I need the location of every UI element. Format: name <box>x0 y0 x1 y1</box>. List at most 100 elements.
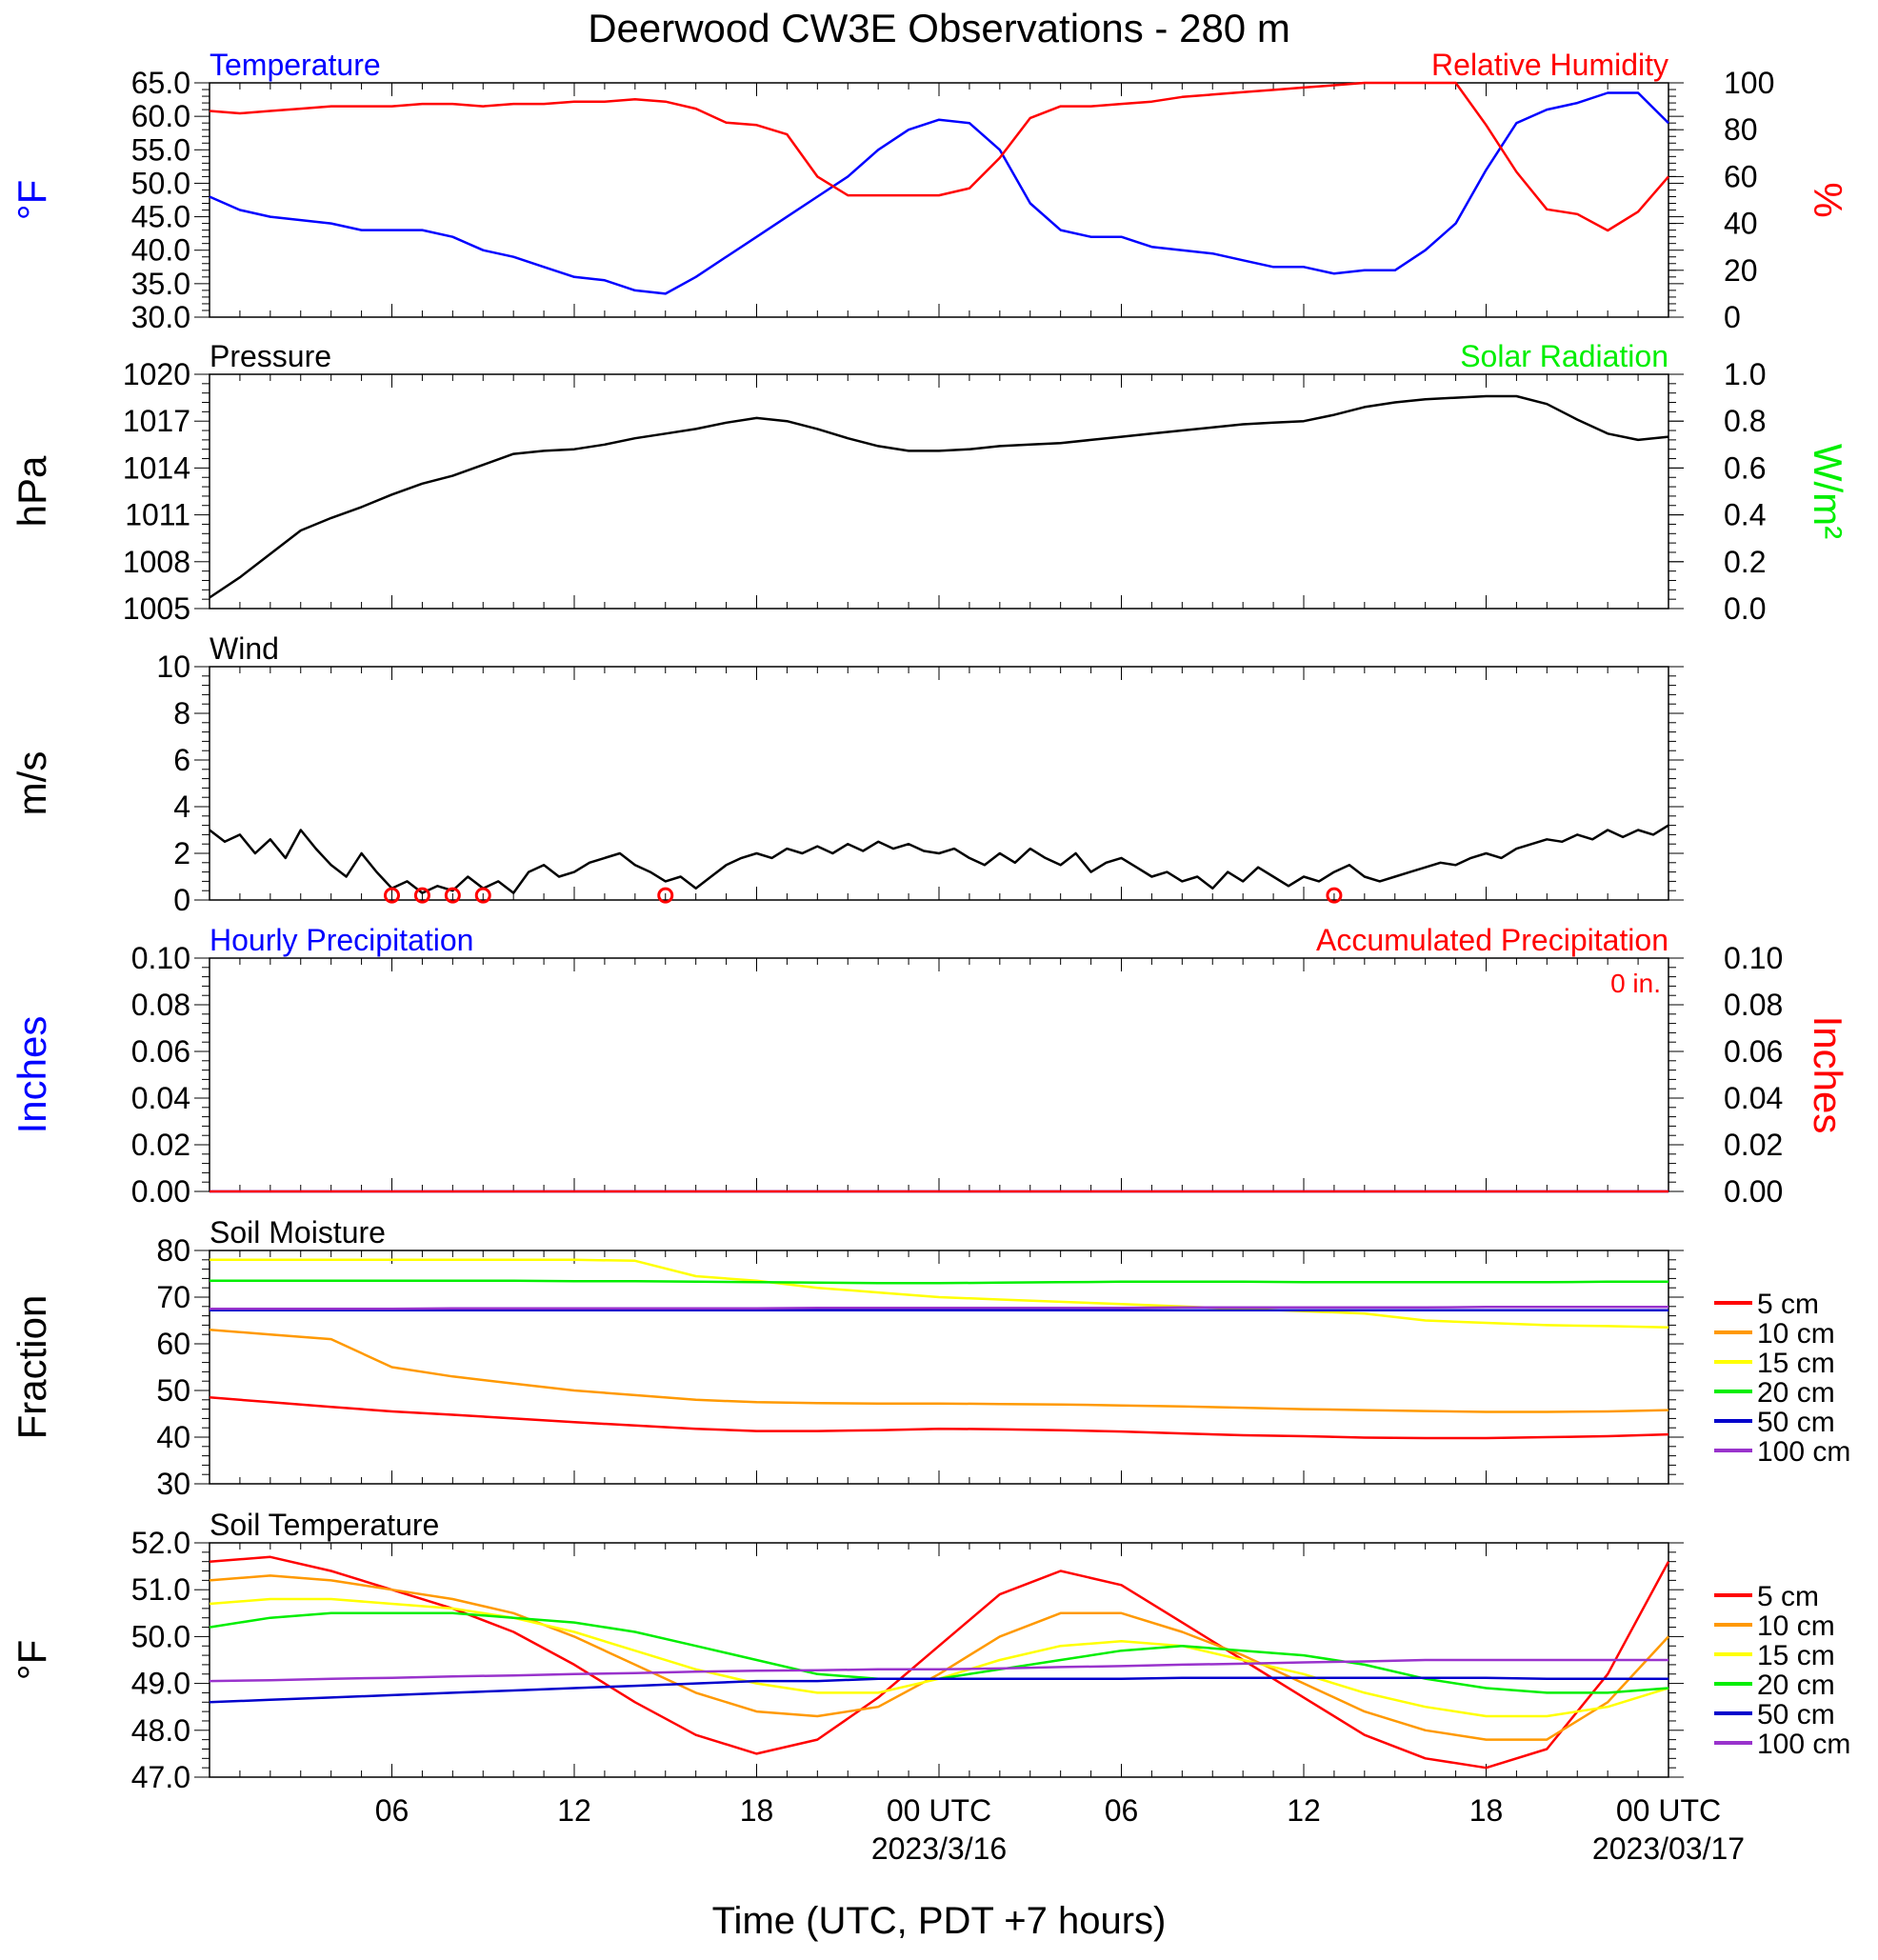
x-tick-label: 06 <box>375 1793 410 1828</box>
y2-tick-label: 1.0 <box>1724 357 1766 391</box>
y-tick-label: 60.0 <box>131 99 190 133</box>
chart-title: Deerwood CW3E Observations - 280 m <box>588 6 1290 50</box>
y-tick-label: 1011 <box>125 498 190 532</box>
y2-tick-label: 0.0 <box>1724 591 1766 626</box>
y-tick-label: 45.0 <box>131 200 190 234</box>
y2-tick-label: 0.4 <box>1724 498 1766 532</box>
panel-left-title: Wind <box>210 631 279 666</box>
y-tick-label: 0 <box>173 883 190 917</box>
panel-right-title: Solar Radiation <box>1460 339 1668 373</box>
panel-3: 0 2 4 6 8 10 Wind m/s <box>10 631 1684 917</box>
y-axis-label: °F <box>10 180 54 220</box>
panel-4: 0.00 0.02 0.04 0.06 0.08 0.10 0.00 0.02 0.04 0.06… <box>10 923 1850 1209</box>
calm-wind-marker <box>474 887 491 904</box>
y-tick-label: 1005 <box>123 591 190 626</box>
calm-wind-marker <box>413 887 430 904</box>
x-tick-label: 00 UTC <box>1616 1793 1721 1828</box>
series-line-temperature <box>209 91 1669 295</box>
series-line-wind-speed <box>209 824 1669 894</box>
y-tick-label: 52.0 <box>131 1526 190 1560</box>
y-tick-label: 0.06 <box>131 1034 190 1069</box>
y-tick-label: 40.0 <box>131 233 190 268</box>
legend-label: 10 cm <box>1757 1610 1835 1642</box>
y-tick-label: 0.10 <box>131 941 190 975</box>
y2-tick-label: 80 <box>1724 112 1758 147</box>
series-line-relative-humidity <box>209 81 1669 232</box>
y2-tick-label: 0.06 <box>1724 1034 1783 1069</box>
y-tick-label: 70 <box>156 1280 190 1314</box>
legend-label: 5 cm <box>1757 1289 1819 1320</box>
panel-frame <box>209 957 1669 1192</box>
y2-tick-label: 40 <box>1724 207 1758 241</box>
series-line-15-cm <box>209 1597 1669 1718</box>
y-tick-label: 60 <box>156 1327 190 1361</box>
legend-label: 20 cm <box>1757 1377 1835 1409</box>
y-tick-label: 1008 <box>123 545 190 579</box>
y2-tick-label: 100 <box>1724 66 1774 100</box>
y2-tick-label: 0.8 <box>1724 404 1766 438</box>
series-line-pressure <box>209 394 1669 599</box>
legend-label: 10 cm <box>1757 1318 1835 1350</box>
y-tick-label: 0.00 <box>131 1174 190 1209</box>
y-tick-label: 50 <box>156 1373 190 1408</box>
y2-axis-label: W/m² <box>1806 444 1850 539</box>
legend-label: 100 cm <box>1757 1436 1850 1468</box>
series-line-5-cm <box>209 1555 1670 1770</box>
legend-label: 5 cm <box>1757 1581 1819 1612</box>
y2-tick-label: 0.00 <box>1724 1174 1783 1209</box>
series-line-15-cm <box>210 1258 1669 1330</box>
panel-annotation: 0 in. <box>1610 969 1661 998</box>
y-axis-label: °F <box>10 1640 54 1680</box>
y-tick-label: 50.0 <box>131 166 190 200</box>
y-tick-label: 51.0 <box>131 1572 190 1607</box>
y2-axis-label: % <box>1806 182 1850 217</box>
y-axis-label: hPa <box>10 455 54 527</box>
y2-tick-label: 60 <box>1724 159 1758 193</box>
x-tick-label: 18 <box>1469 1793 1504 1828</box>
y-tick-label: 55.0 <box>131 132 190 167</box>
y-tick-label: 30 <box>156 1467 190 1501</box>
panel-frame <box>209 82 1669 318</box>
panel-left-title: Pressure <box>210 339 331 373</box>
calm-wind-marker <box>657 887 674 904</box>
x-tick-date: 2023/3/16 <box>871 1831 1007 1866</box>
series-line-20-cm <box>210 1279 1668 1285</box>
panel-frame <box>209 373 1669 610</box>
calm-wind-marker <box>384 887 400 904</box>
y-tick-label: 8 <box>173 696 190 730</box>
y2-tick-label: 0.6 <box>1724 450 1766 485</box>
x-tick-label: 06 <box>1105 1793 1139 1828</box>
y2-tick-label: 20 <box>1724 253 1758 288</box>
y2-tick-label: 0.04 <box>1724 1081 1783 1115</box>
series-line-50-cm <box>209 1676 1668 1704</box>
panel-1: 30.035.040.045.050.055.060.065.0 0 20 40 60 8… <box>10 48 1850 334</box>
y-tick-label: 40 <box>156 1420 190 1454</box>
y-tick-label: 0.02 <box>131 1128 190 1162</box>
calm-wind-marker <box>1326 887 1343 904</box>
legend-label: 15 cm <box>1757 1348 1835 1379</box>
x-tick-label: 12 <box>1287 1793 1321 1828</box>
panel-left-title: Soil Moisture <box>210 1215 386 1250</box>
y2-tick-label: 0.02 <box>1724 1128 1783 1162</box>
x-axis-title: Time (UTC, PDT +7 hours) <box>712 1900 1167 1942</box>
series-line-100-cm <box>210 1306 1668 1310</box>
y-tick-label: 1020 <box>123 357 190 391</box>
panel-right-title: Accumulated Precipitation <box>1316 923 1668 957</box>
legend-label: 100 cm <box>1757 1729 1850 1760</box>
panel-left-title: Hourly Precipitation <box>210 923 473 957</box>
y-axis-label: Inches <box>10 1016 54 1134</box>
y-tick-label: 35.0 <box>131 267 190 301</box>
y2-tick-label: 0 <box>1724 300 1741 334</box>
y-tick-label: 48.0 <box>131 1713 190 1748</box>
y-tick-label: 80 <box>156 1233 190 1268</box>
y2-tick-label: 0.10 <box>1724 941 1783 975</box>
series-line-100-cm <box>209 1658 1668 1683</box>
x-tick-label: 18 <box>740 1793 774 1828</box>
legend-label: 50 cm <box>1757 1699 1835 1730</box>
y-tick-label: 10 <box>156 650 190 684</box>
panels: 30.035.040.045.050.055.060.065.002040608… <box>10 48 1850 1794</box>
